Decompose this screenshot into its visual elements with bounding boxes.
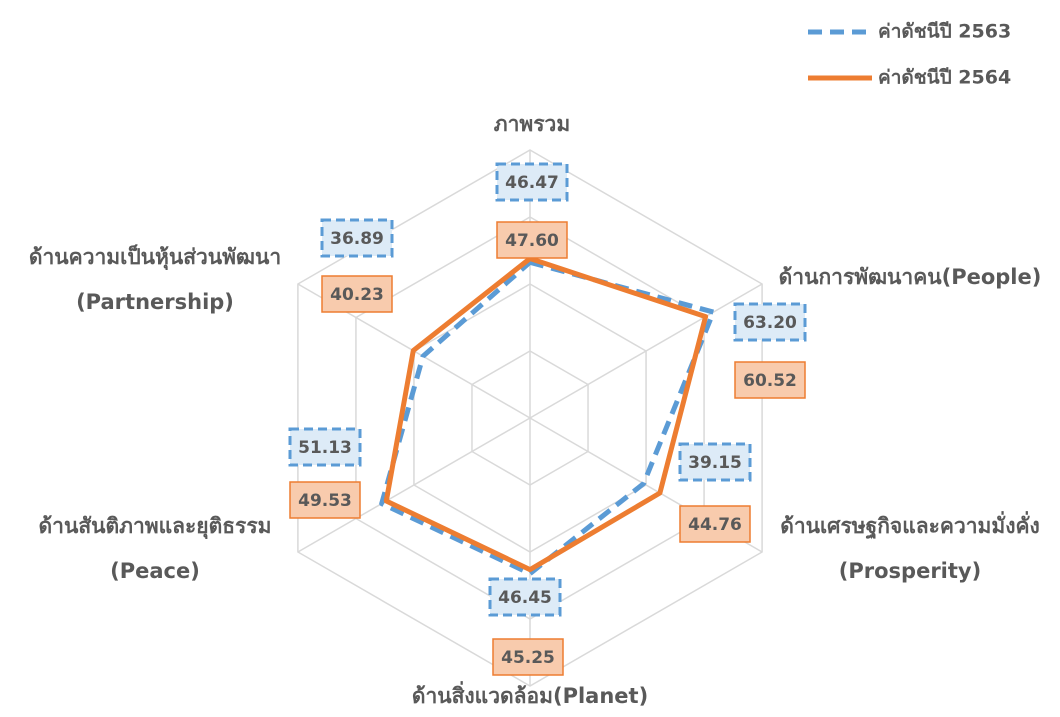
value-label-box bbox=[321, 275, 393, 313]
value-label-box bbox=[678, 442, 752, 482]
value-label-box bbox=[288, 427, 362, 467]
series-line bbox=[379, 259, 716, 577]
axis-label: ด้านความเป็นหุ้นส่วนพัฒนา bbox=[29, 243, 281, 271]
axis-label: ด้านสันติภาพและยุติธรรม bbox=[39, 514, 272, 540]
value-label: 40.23 bbox=[330, 285, 384, 305]
value-label: 36.89 bbox=[330, 229, 384, 249]
legend-label: ค่าดัชนีปี 2563 bbox=[878, 21, 1011, 43]
series-line bbox=[383, 256, 709, 573]
value-label: 45.25 bbox=[501, 648, 555, 668]
value-label: 49.53 bbox=[298, 491, 352, 511]
value-label: 46.45 bbox=[498, 588, 552, 608]
value-label-box bbox=[488, 577, 562, 617]
axis-label: (Peace) bbox=[110, 559, 200, 583]
value-label: 60.52 bbox=[743, 371, 797, 391]
value-label: 44.76 bbox=[688, 515, 742, 535]
axis-label: ด้านเศรษฐกิจและความมั่งคั่ง bbox=[780, 510, 1040, 540]
value-label: 39.15 bbox=[688, 453, 742, 473]
value-label: 47.60 bbox=[505, 231, 559, 251]
legend-label: ค่าดัชนีปี 2564 bbox=[878, 67, 1011, 89]
axis-label: (Partnership) bbox=[76, 290, 234, 314]
value-label: 46.47 bbox=[505, 173, 559, 193]
value-label-box bbox=[320, 218, 394, 258]
value-label-box bbox=[734, 361, 806, 399]
value-label-box bbox=[733, 302, 807, 342]
spoke bbox=[297, 417, 531, 553]
value-label-box bbox=[679, 505, 751, 543]
value-label: 63.20 bbox=[743, 313, 797, 333]
value-label-box bbox=[492, 638, 564, 676]
axis-label: ด้านสิ่งแวดล้อม(Planet) bbox=[412, 680, 648, 708]
axis-label: ด้านการพัฒนาคน(People) bbox=[779, 265, 1042, 289]
value-label-box bbox=[495, 162, 569, 202]
axis-label: (Prosperity) bbox=[839, 559, 981, 583]
value-label-box bbox=[289, 481, 361, 519]
spoke bbox=[529, 283, 763, 419]
value-label: 51.13 bbox=[298, 438, 352, 458]
value-label-box bbox=[496, 221, 568, 259]
axis-label: ภาพรวม bbox=[494, 112, 570, 136]
